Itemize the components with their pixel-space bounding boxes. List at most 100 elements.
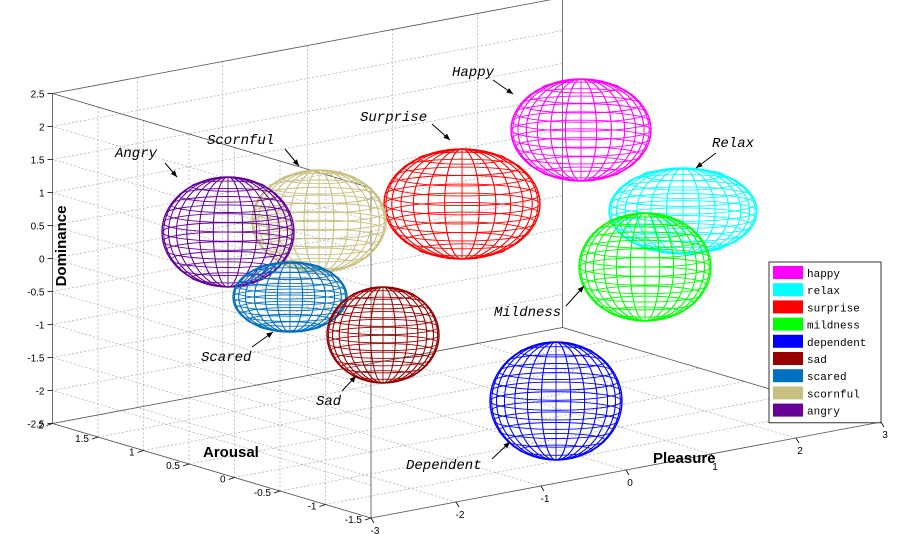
floor-gridline-y — [188, 367, 700, 465]
y-tick-label: 0 — [220, 475, 226, 486]
legend-swatch-surprise — [773, 300, 803, 314]
y-tick-mark — [273, 490, 281, 494]
arrow-head-icon — [349, 376, 356, 383]
leftwall-gridline-z — [52, 126, 372, 222]
y-tick-label: -1.5 — [345, 515, 363, 526]
legend-entry-mildness: mildness — [807, 321, 860, 333]
ellipsoid-surprise — [383, 148, 541, 260]
tick-labels: -3-2-10123-1.5-1-0.500.511.52-2.5-2-1.5-… — [27, 90, 888, 534]
box-edge — [52, 327, 563, 424]
ellipsoid-mildness — [578, 212, 712, 322]
floor-gridline-y — [279, 394, 791, 492]
legend-swatch-angry — [773, 403, 803, 417]
leftwall-gridline-z — [52, 159, 372, 255]
ellipsoid-sad — [326, 286, 440, 384]
arrow-head-icon — [696, 161, 703, 168]
leftwall-gridline-z — [52, 225, 372, 321]
legend-swatch-mildness — [773, 317, 803, 331]
legend: happy relax surprise mildness dependent sad sc… — [768, 261, 882, 424]
z-tick-label: 2.5 — [31, 90, 45, 101]
x-tick-label: -3 — [371, 526, 380, 534]
floor-gridline-x — [137, 407, 457, 503]
x-tick-mark — [710, 453, 715, 460]
z-tick-label: 0 — [39, 255, 45, 266]
arrow-head-icon — [506, 88, 513, 94]
ellipsoid-dependent — [489, 341, 623, 461]
x-tick-mark — [370, 517, 375, 524]
legend-swatch-scornful — [773, 386, 803, 400]
x-tick-label: -2 — [456, 510, 465, 521]
x-axis-label: Pleasure — [653, 450, 716, 467]
floor-gridline-y — [325, 408, 836, 505]
y-tick-mark — [137, 450, 144, 453]
leftwall-gridline-z — [52, 390, 372, 486]
floor-gridline-y — [234, 381, 745, 478]
backwall-gridline-z — [52, 63, 563, 160]
y-tick-label: 1.5 — [75, 434, 89, 445]
arrow-head-icon — [503, 442, 510, 449]
arrow-head-icon — [577, 286, 584, 293]
leftwall-gridline-z — [52, 192, 372, 288]
legend-entry-happy: happy — [807, 269, 840, 281]
y-tick-mark — [319, 504, 326, 507]
z-tick-label: -1.5 — [27, 354, 45, 365]
backwall-gridline-z — [52, 195, 563, 292]
x-tick-mark — [795, 437, 800, 444]
y-tick-label: -0.5 — [254, 488, 272, 499]
legend-swatch-sad — [773, 352, 803, 365]
arrow-head-icon — [443, 133, 450, 140]
legend-swatch-relax — [773, 283, 803, 297]
annotation-scornful: Scornful — [207, 133, 274, 149]
x-tick-mark — [540, 485, 545, 492]
ellipsoid-outline — [578, 212, 712, 322]
y-tick-label: -1 — [308, 502, 317, 513]
x-tick-mark — [455, 501, 460, 508]
y-tick-mark — [91, 436, 99, 440]
ellipsoid-outline — [510, 78, 652, 182]
legend-entry-sad: sad — [807, 355, 827, 367]
box-edge — [52, 423, 372, 519]
z-axis-label: Dominance — [53, 206, 70, 287]
annotation-angry: Angry — [114, 146, 158, 162]
legend-entry-scornful: scornful — [807, 389, 860, 401]
leftwall-gridline-z — [52, 324, 372, 420]
y-axis-label: Arousal — [203, 444, 259, 461]
x-tick-label: 0 — [627, 478, 633, 489]
z-tick-label: 1 — [39, 189, 45, 200]
backwall-gridline-z — [52, 96, 563, 193]
backwall-gridline-z — [52, 30, 563, 127]
arrow-head-icon — [292, 159, 299, 166]
annotation-scared: Scared — [201, 350, 252, 366]
z-tick-label: 2 — [39, 123, 45, 134]
arrow-head-icon — [170, 170, 177, 177]
z-tick-label: -0.5 — [27, 288, 45, 299]
ellipsoid-relax — [608, 167, 758, 255]
leftwall-gridline-z — [52, 357, 372, 453]
annotation-sad: Sad — [316, 394, 342, 410]
x-tick-mark — [880, 421, 885, 428]
legend-swatch-dependent — [773, 334, 803, 348]
x-tick-label: -1 — [541, 494, 550, 505]
y-tick-label: 1 — [129, 448, 135, 459]
ellipsoid-outline — [326, 286, 440, 384]
floor-gridline-x — [222, 391, 542, 487]
box-edge — [52, 93, 372, 189]
legend-entry-scared: scared — [807, 372, 847, 384]
legend-entry-dependent: dependent — [807, 338, 866, 350]
ellipsoid-scared — [232, 261, 348, 333]
annotation-happy: Happy — [452, 65, 495, 81]
legend-entry-surprise: surprise — [807, 303, 860, 315]
ellipsoid-outline — [489, 341, 623, 461]
backwall-gridline-z — [52, 294, 563, 391]
y-tick-mark — [364, 517, 372, 521]
floor-gridline-x — [392, 359, 712, 455]
x-tick-label: 3 — [882, 430, 888, 441]
box-edge — [52, 0, 552, 94]
annotation-relax: Relax — [712, 136, 755, 152]
emotion-ellipsoids — [161, 78, 758, 461]
y-tick-mark — [182, 463, 190, 467]
z-tick-label: -2 — [36, 387, 45, 398]
annotation-mildness: Mildness — [494, 305, 561, 321]
x-tick-label: 2 — [797, 446, 803, 457]
